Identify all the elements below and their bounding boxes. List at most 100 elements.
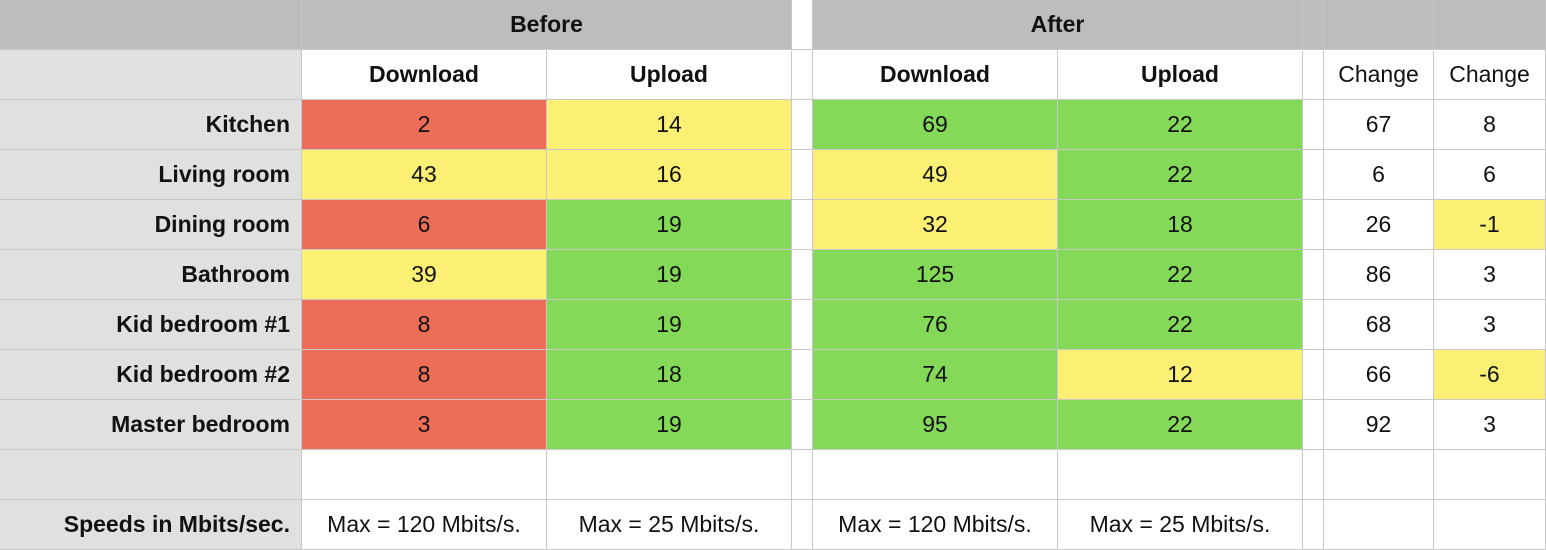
change-download-cell[interactable]: 26	[1324, 200, 1434, 250]
empty-cell[interactable]	[1324, 450, 1434, 500]
change-upload-cell[interactable]: 3	[1434, 400, 1546, 450]
change-upload-cell[interactable]: -6	[1434, 350, 1546, 400]
spacer-cell[interactable]	[792, 400, 813, 450]
spacer-cell[interactable]	[792, 300, 813, 350]
empty-cell[interactable]	[302, 450, 547, 500]
after-upload-cell[interactable]: 22	[1058, 300, 1303, 350]
after-download-max-note[interactable]: Max = 120 Mbits/s.	[813, 500, 1058, 550]
before-upload-header[interactable]: Upload	[547, 50, 792, 100]
change-download-cell[interactable]: 66	[1324, 350, 1434, 400]
change-download-cell[interactable]: 67	[1324, 100, 1434, 150]
empty-cell[interactable]	[813, 450, 1058, 500]
after-download-cell[interactable]: 76	[813, 300, 1058, 350]
after-download-cell[interactable]: 95	[813, 400, 1058, 450]
before-upload-cell[interactable]: 19	[547, 250, 792, 300]
after-upload-cell[interactable]: 22	[1058, 150, 1303, 200]
after-upload-max-note[interactable]: Max = 25 Mbits/s.	[1058, 500, 1303, 550]
header-corner-cell[interactable]	[0, 0, 302, 50]
spacer-cell[interactable]	[1303, 250, 1324, 300]
spacer-cell[interactable]	[792, 0, 813, 50]
table-row: Kitchen 2 14 69 22 67 8	[0, 100, 1546, 150]
row-label[interactable]: Dining room	[0, 200, 302, 250]
empty-cell[interactable]	[1434, 450, 1546, 500]
before-download-cell[interactable]: 6	[302, 200, 547, 250]
after-upload-header[interactable]: Upload	[1058, 50, 1303, 100]
row-label[interactable]	[0, 450, 302, 500]
change-download-header[interactable]: Change	[1324, 50, 1434, 100]
after-download-cell[interactable]: 32	[813, 200, 1058, 250]
spacer-cell[interactable]	[792, 200, 813, 250]
after-upload-cell[interactable]: 18	[1058, 200, 1303, 250]
after-download-header[interactable]: Download	[813, 50, 1058, 100]
row-label[interactable]: Living room	[0, 150, 302, 200]
change-download-cell[interactable]: 86	[1324, 250, 1434, 300]
after-upload-cell[interactable]: 22	[1058, 250, 1303, 300]
speeds-units-label[interactable]: Speeds in Mbits/sec.	[0, 500, 302, 550]
change-group-header-cell[interactable]	[1434, 0, 1546, 50]
spacer-cell[interactable]	[1303, 100, 1324, 150]
spacer-cell[interactable]	[1303, 200, 1324, 250]
before-upload-max-note[interactable]: Max = 25 Mbits/s.	[547, 500, 792, 550]
row-label[interactable]: Bathroom	[0, 250, 302, 300]
empty-row	[0, 450, 1546, 500]
spacer-cell[interactable]	[792, 350, 813, 400]
spacer-cell[interactable]	[792, 100, 813, 150]
row-label[interactable]: Kid bedroom #2	[0, 350, 302, 400]
empty-cell[interactable]	[1058, 450, 1303, 500]
empty-cell[interactable]	[547, 450, 792, 500]
empty-cell[interactable]	[1434, 500, 1546, 550]
change-upload-header[interactable]: Change	[1434, 50, 1546, 100]
before-download-cell[interactable]: 8	[302, 300, 547, 350]
after-upload-cell[interactable]: 22	[1058, 400, 1303, 450]
spacer-cell[interactable]	[792, 450, 813, 500]
spacer-cell[interactable]	[1303, 400, 1324, 450]
before-upload-cell[interactable]: 18	[547, 350, 792, 400]
spacer-cell[interactable]	[1303, 500, 1324, 550]
before-upload-cell[interactable]: 16	[547, 150, 792, 200]
before-download-max-note[interactable]: Max = 120 Mbits/s.	[302, 500, 547, 550]
after-download-cell[interactable]: 125	[813, 250, 1058, 300]
spacer-cell[interactable]	[792, 150, 813, 200]
before-upload-cell[interactable]: 19	[547, 400, 792, 450]
spacer-cell[interactable]	[792, 250, 813, 300]
change-upload-cell[interactable]: 6	[1434, 150, 1546, 200]
before-download-cell[interactable]: 3	[302, 400, 547, 450]
after-download-cell[interactable]: 74	[813, 350, 1058, 400]
change-upload-cell[interactable]: 8	[1434, 100, 1546, 150]
change-group-header-cell[interactable]	[1324, 0, 1434, 50]
change-download-cell[interactable]: 68	[1324, 300, 1434, 350]
spacer-cell[interactable]	[1303, 0, 1324, 50]
spacer-cell[interactable]	[792, 50, 813, 100]
after-upload-cell[interactable]: 12	[1058, 350, 1303, 400]
before-download-cell[interactable]: 2	[302, 100, 547, 150]
change-download-cell[interactable]: 6	[1324, 150, 1434, 200]
before-upload-cell[interactable]: 19	[547, 200, 792, 250]
spacer-cell[interactable]	[1303, 350, 1324, 400]
after-group-header[interactable]: After	[813, 0, 1303, 50]
spacer-cell[interactable]	[1303, 300, 1324, 350]
change-upload-cell[interactable]: 3	[1434, 250, 1546, 300]
before-upload-cell[interactable]: 14	[547, 100, 792, 150]
table-row: Kid bedroom #2 8 18 74 12 66 -6	[0, 350, 1546, 400]
after-download-cell[interactable]: 69	[813, 100, 1058, 150]
spacer-cell[interactable]	[792, 500, 813, 550]
before-group-header[interactable]: Before	[302, 0, 792, 50]
after-download-cell[interactable]: 49	[813, 150, 1058, 200]
empty-cell[interactable]	[1324, 500, 1434, 550]
row-label[interactable]: Kitchen	[0, 100, 302, 150]
before-download-cell[interactable]: 8	[302, 350, 547, 400]
before-download-cell[interactable]: 43	[302, 150, 547, 200]
row-label[interactable]: Kid bedroom #1	[0, 300, 302, 350]
after-upload-cell[interactable]: 22	[1058, 100, 1303, 150]
before-download-header[interactable]: Download	[302, 50, 547, 100]
row-label[interactable]: Master bedroom	[0, 400, 302, 450]
change-upload-cell[interactable]: -1	[1434, 200, 1546, 250]
spacer-cell[interactable]	[1303, 50, 1324, 100]
change-upload-cell[interactable]: 3	[1434, 300, 1546, 350]
row-label-header-cell[interactable]	[0, 50, 302, 100]
before-upload-cell[interactable]: 19	[547, 300, 792, 350]
change-download-cell[interactable]: 92	[1324, 400, 1434, 450]
spacer-cell[interactable]	[1303, 150, 1324, 200]
spacer-cell[interactable]	[1303, 450, 1324, 500]
before-download-cell[interactable]: 39	[302, 250, 547, 300]
